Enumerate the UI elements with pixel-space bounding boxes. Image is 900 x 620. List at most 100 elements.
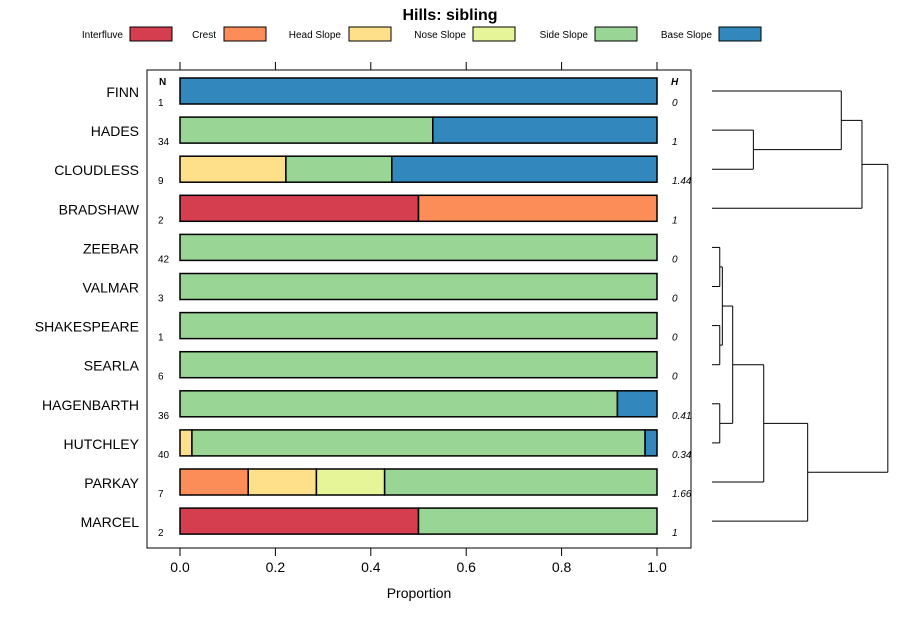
- chart-title: Hills: sibling: [402, 7, 497, 24]
- site-label: PARKAY: [84, 475, 139, 491]
- x-tick-label: 0.8: [552, 559, 572, 575]
- site-label: BRADSHAW: [59, 201, 140, 217]
- x-tick-label: 0.6: [456, 559, 476, 575]
- h-value: 0: [672, 372, 678, 383]
- site-label: HUTCHLEY: [64, 436, 140, 452]
- site-label: HADES: [91, 123, 139, 139]
- row-valmar: VALMAR 3 0: [82, 272, 678, 305]
- x-tick-label: 0.0: [170, 559, 190, 575]
- h-value: 1.44: [672, 176, 692, 187]
- n-value: 7: [158, 489, 164, 500]
- bar-base-slope: [391, 155, 658, 183]
- row-parkay: PARKAY 7 1.66: [84, 468, 692, 500]
- legend-label-head-slope: Head Slope: [289, 30, 342, 41]
- bar-crest: [417, 194, 658, 223]
- n-value: 2: [158, 528, 164, 539]
- bar-side-slope: [179, 311, 658, 340]
- row-bradshaw: BRADSHAW 2 1: [59, 194, 678, 226]
- row-hutchley: HUTCHLEY 40 0.34: [64, 429, 692, 461]
- x-tick-label: 0.2: [266, 559, 286, 575]
- n-value: 9: [158, 176, 164, 187]
- n-column-header: N: [159, 77, 166, 88]
- row-searla: SEARLA 6 0: [84, 350, 678, 383]
- bar-nose-slope: [315, 468, 386, 496]
- h-value: 0: [672, 98, 678, 109]
- bar-head-slope: [247, 468, 318, 496]
- x-tick-label: 0.4: [361, 559, 381, 575]
- row-marcel: MARCEL 2 1: [81, 507, 678, 539]
- site-label: CLOUDLESS: [54, 162, 139, 178]
- top-axis-ticks: [179, 62, 658, 70]
- h-value: 0.41: [672, 411, 691, 422]
- site-label: ZEEBAR: [83, 240, 139, 256]
- n-value: 40: [158, 450, 170, 461]
- legend-swatch-head-slope: [348, 26, 392, 42]
- x-axis: 0.0 0.2 0.4 0.6 0.8 1.0: [170, 548, 667, 575]
- h-value: 1: [672, 528, 678, 539]
- legend-label-crest: Crest: [192, 30, 216, 41]
- plot-frame: [146, 69, 692, 549]
- site-label: SHAKESPEARE: [35, 319, 139, 335]
- n-value: 3: [158, 294, 164, 305]
- h-value: 0: [672, 254, 678, 265]
- row-finn: FINN 1 0: [106, 77, 678, 109]
- n-value: 6: [158, 372, 164, 383]
- bar-head-slope: [179, 155, 287, 183]
- dendrogram: [712, 90, 889, 522]
- bar-side-slope: [285, 155, 393, 183]
- n-value: 1: [158, 98, 164, 109]
- site-label: VALMAR: [82, 280, 139, 296]
- h-value: 0: [672, 294, 678, 305]
- bar-side-slope: [179, 272, 658, 301]
- bar-crest: [179, 468, 249, 496]
- bar-side-slope: [179, 233, 658, 262]
- n-value: 2: [158, 215, 164, 226]
- bar-interfluve: [179, 507, 420, 535]
- bar-head-slope: [179, 429, 193, 457]
- n-value: 1: [158, 333, 164, 344]
- row-shakespeare: SHAKESPEARE 1 0: [35, 311, 678, 344]
- bar-side-slope: [179, 350, 658, 379]
- bar-side-slope: [191, 429, 646, 457]
- n-value: 34: [158, 137, 170, 148]
- legend-swatch-crest: [223, 26, 267, 42]
- bar-interfluve: [179, 194, 420, 223]
- row-cloudless: CLOUDLESS 9 1.44: [54, 155, 692, 187]
- h-value: 1: [672, 215, 678, 226]
- legend-label-side-slope: Side Slope: [540, 30, 589, 41]
- h-value: 0: [672, 333, 678, 344]
- legend-label-interfluve: Interfluve: [82, 30, 124, 41]
- legend-label-base-slope: Base Slope: [661, 30, 713, 41]
- bar-side-slope: [383, 468, 658, 496]
- legend-swatch-side-slope: [594, 26, 638, 42]
- row-hades: HADES 34 1: [91, 116, 678, 148]
- legend-swatch-base-slope: [718, 26, 762, 42]
- legend-swatch-nose-slope: [472, 26, 516, 42]
- bar-side-slope: [179, 390, 619, 418]
- bar-rows: FINN 1 0 HADES 34 1 CLOUDLESS 9 1.44 BRADSHAW 2 1 ZE…: [35, 77, 692, 539]
- bar-side-slope: [417, 507, 658, 535]
- site-label: SEARLA: [84, 358, 140, 374]
- legend: Interfluve Crest Head Slope Nose Slope Side …: [82, 26, 762, 42]
- n-value: 36: [158, 411, 170, 422]
- row-zeebar: ZEEBAR 42 0: [83, 233, 678, 265]
- n-value: 42: [158, 254, 170, 265]
- bar-side-slope: [179, 116, 434, 144]
- bar-base-slope: [616, 390, 658, 418]
- site-label: FINN: [106, 84, 139, 100]
- h-value: 0.34: [672, 450, 692, 461]
- bar-base-slope: [179, 77, 658, 105]
- legend-swatch-interfluve: [129, 26, 173, 42]
- x-tick-label: 1.0: [647, 559, 667, 575]
- legend-label-nose-slope: Nose Slope: [414, 30, 466, 41]
- bar-base-slope: [432, 116, 658, 144]
- row-hagenbarth: HAGENBARTH 36 0.41: [42, 390, 691, 422]
- h-value: 1.66: [672, 489, 692, 500]
- h-column-header: H: [671, 77, 679, 88]
- x-axis-title: Proportion: [387, 585, 452, 601]
- site-label: MARCEL: [81, 514, 140, 530]
- h-value: 1: [672, 137, 678, 148]
- site-label: HAGENBARTH: [42, 397, 139, 413]
- bar-base-slope: [644, 429, 658, 457]
